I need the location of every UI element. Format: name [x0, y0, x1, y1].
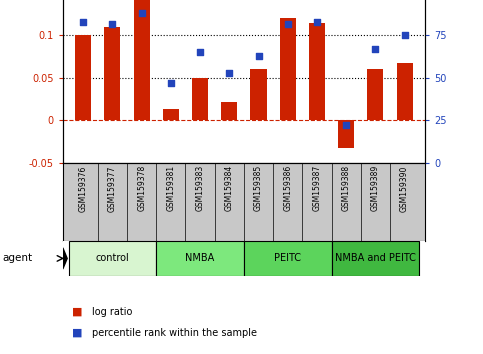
Text: PEITC: PEITC: [274, 253, 301, 263]
Text: NMBA and PEITC: NMBA and PEITC: [335, 253, 416, 263]
Bar: [338, 120, 354, 148]
Text: GSM159387: GSM159387: [313, 165, 322, 211]
Bar: [368, 69, 384, 120]
Point: [79, 19, 87, 25]
Text: agent: agent: [2, 253, 32, 263]
Bar: [309, 23, 325, 120]
Bar: [75, 35, 91, 120]
Polygon shape: [63, 248, 67, 269]
Point: [138, 11, 145, 16]
Text: GSM159383: GSM159383: [196, 165, 205, 211]
Text: GSM159386: GSM159386: [283, 165, 292, 211]
Text: GSM159385: GSM159385: [254, 165, 263, 211]
Bar: [192, 78, 208, 120]
Point: [196, 50, 204, 55]
Text: NMBA: NMBA: [185, 253, 215, 263]
Bar: [156, 241, 244, 276]
Text: percentile rank within the sample: percentile rank within the sample: [92, 328, 257, 338]
Bar: [397, 63, 412, 120]
Text: GSM159388: GSM159388: [341, 165, 351, 211]
Text: GSM159376: GSM159376: [79, 165, 88, 212]
Text: GSM159378: GSM159378: [137, 165, 146, 211]
Bar: [163, 109, 179, 120]
Point: [226, 70, 233, 76]
Point: [109, 21, 116, 26]
Point: [401, 33, 409, 38]
Bar: [221, 102, 237, 120]
Bar: [134, 0, 150, 120]
Point: [342, 122, 350, 128]
Text: GSM159389: GSM159389: [371, 165, 380, 211]
Bar: [331, 241, 419, 276]
Bar: [244, 241, 331, 276]
Point: [167, 80, 175, 86]
Text: control: control: [96, 253, 129, 263]
Text: GSM159377: GSM159377: [108, 165, 117, 212]
Bar: [69, 241, 156, 276]
Text: ■: ■: [72, 307, 83, 316]
Bar: [104, 27, 120, 120]
Point: [255, 53, 262, 59]
Point: [313, 19, 321, 25]
Text: GSM159390: GSM159390: [400, 165, 409, 212]
Point: [284, 21, 292, 26]
Text: GSM159384: GSM159384: [225, 165, 234, 211]
Text: ■: ■: [72, 328, 83, 338]
Bar: [251, 69, 267, 120]
Text: log ratio: log ratio: [92, 307, 132, 316]
Bar: [280, 18, 296, 120]
Point: [371, 46, 379, 52]
Text: GSM159381: GSM159381: [166, 165, 175, 211]
